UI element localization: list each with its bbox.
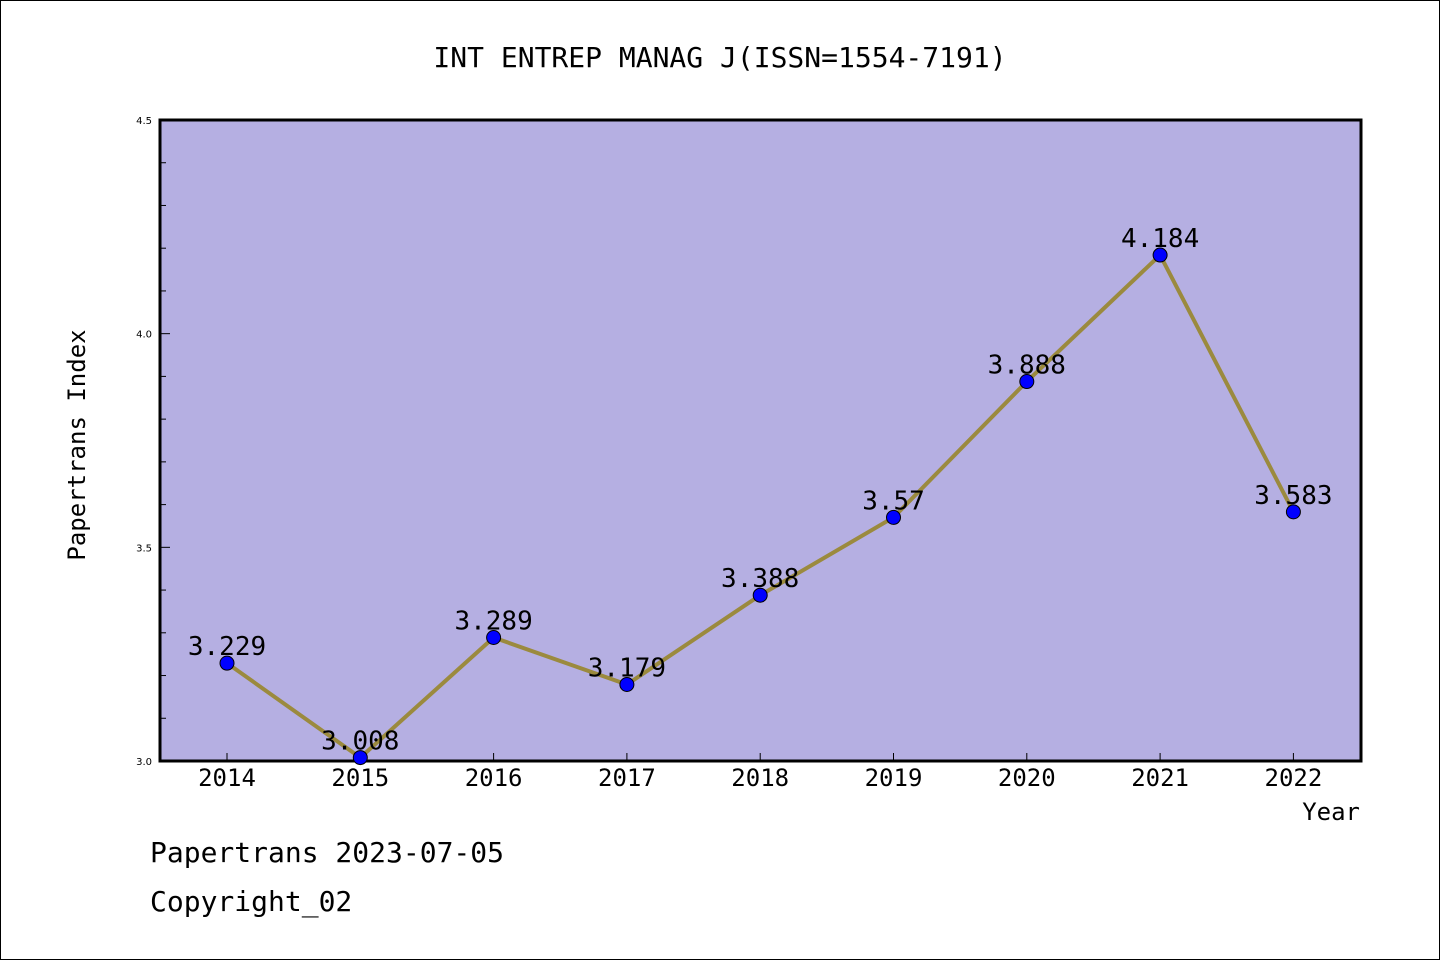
x-tick-label: 2022: [1265, 764, 1323, 792]
data-label: 3.57: [862, 486, 925, 516]
data-point: [219, 655, 235, 671]
data-point: [619, 677, 635, 693]
data-point: [752, 587, 768, 603]
x-tick-label: 2020: [998, 764, 1056, 792]
data-point: [1152, 247, 1168, 263]
data-point: [1019, 374, 1035, 390]
y-tick-label: 4.0: [136, 330, 152, 341]
x-tick-label: 2015: [331, 764, 389, 792]
data-series: 3.229 3.008 3.289 3.179 3.388 3.57 3.888 4.184 3…: [188, 224, 1333, 766]
data-label: 3.388: [721, 564, 799, 594]
footer-date-text: Papertrans 2023-07-05: [150, 836, 505, 869]
y-axis-label: Papertrans Index: [63, 329, 91, 560]
x-axis-label: Year: [1302, 798, 1360, 826]
x-tick-label: 2014: [198, 764, 256, 792]
chart-title: INT ENTREP MANAG J(ISSN=1554-7191): [433, 41, 1006, 74]
data-point: [486, 630, 502, 646]
x-tick-label: 2017: [598, 764, 656, 792]
data-label: 3.008: [321, 727, 399, 757]
data-label: 3.583: [1254, 481, 1332, 511]
y-tick-label: 3.5: [136, 543, 152, 554]
x-tick-label: 2019: [865, 764, 923, 792]
x-tick-label: 2016: [465, 764, 523, 792]
x-tick-label: 2018: [731, 764, 789, 792]
data-label: 3.179: [588, 654, 666, 684]
data-label: 3.289: [454, 607, 532, 637]
data-point: [352, 750, 368, 766]
data-point: [1285, 504, 1301, 520]
x-axis: 2014 2015 2016 2017 2018 2019 2020 2021 2022: [198, 753, 1322, 792]
y-tick-label: 3.0: [136, 757, 152, 768]
footer-copyright-text: Copyright_02: [150, 885, 353, 918]
data-label: 3.888: [988, 351, 1066, 381]
data-point: [886, 509, 901, 525]
x-tick-label: 2021: [1131, 764, 1189, 792]
y-tick-label: 4.5: [136, 116, 152, 127]
y-axis: 3.0 3.5 4.0 4.5: [136, 116, 170, 768]
data-label: 4.184: [1121, 224, 1199, 254]
data-label: 3.229: [188, 632, 266, 662]
plot-area: [158, 118, 1363, 763]
